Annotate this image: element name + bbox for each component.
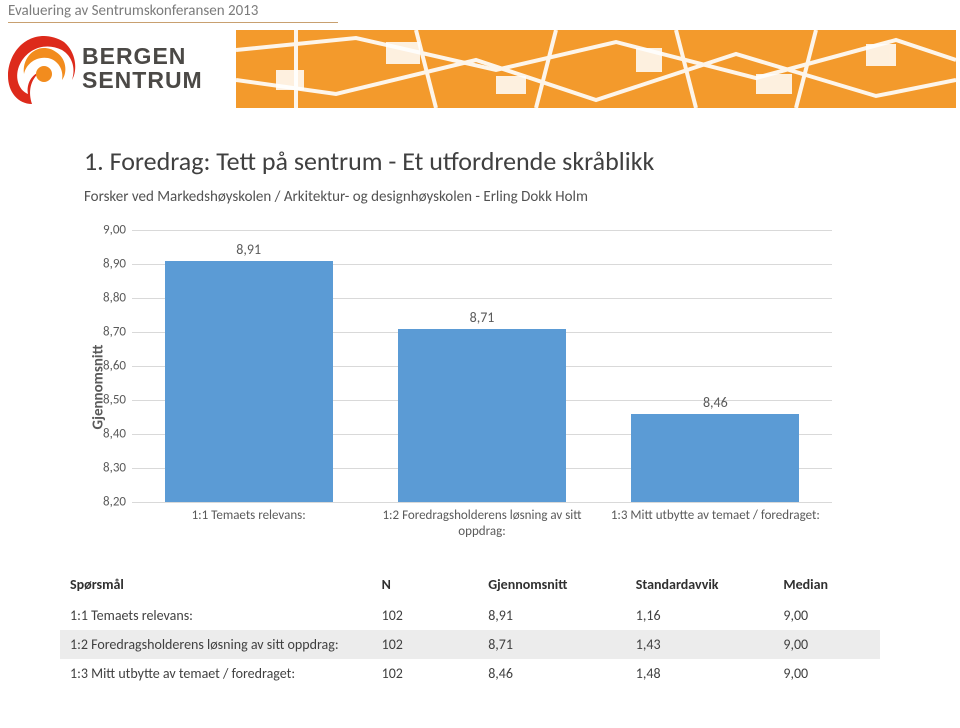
y-tick-label: 8,30	[84, 461, 126, 476]
table-cell: 8,91	[478, 601, 626, 630]
table-cell: 9,00	[773, 659, 880, 688]
bar: 8,91	[165, 261, 333, 502]
bar: 8,71	[398, 329, 566, 502]
content-subtitle: Forsker ved Markedshøyskolen / Arkitektu…	[84, 188, 588, 206]
table-row: 1:1 Temaets relevans:1028,911,169,00	[60, 601, 880, 630]
col-standardavvik: Standardavvik	[626, 570, 774, 601]
table-header-row: Spørsmål N Gjennomsnitt Standardavvik Me…	[60, 570, 880, 601]
gridline	[132, 230, 832, 231]
brand-logo: BERGEN SENTRUM	[8, 30, 228, 113]
data-table-wrap: Spørsmål N Gjennomsnitt Standardavvik Me…	[60, 570, 880, 688]
y-tick-label: 8,40	[84, 427, 126, 442]
x-labels: 1:1 Temaets relevans:1:2 Foredragsholder…	[132, 508, 832, 539]
y-tick-label: 9,00	[84, 223, 126, 238]
table-cell: 102	[372, 659, 479, 688]
header-underline	[8, 22, 338, 23]
col-sporsmal: Spørsmål	[60, 570, 372, 601]
table-cell: 102	[372, 630, 479, 659]
col-gjennomsnitt: Gjennomsnitt	[478, 570, 626, 601]
data-table: Spørsmål N Gjennomsnitt Standardavvik Me…	[60, 570, 880, 688]
report-title: Evaluering av Sentrumskonferansen 2013	[8, 2, 258, 20]
logo-text-line1: BERGEN	[82, 43, 186, 69]
map-banner	[236, 30, 956, 108]
table-cell: 102	[372, 601, 479, 630]
y-tick-label: 8,70	[84, 325, 126, 340]
table-cell: 1,16	[626, 601, 774, 630]
col-median: Median	[773, 570, 880, 601]
page-header: Evaluering av Sentrumskonferansen 2013 B…	[0, 0, 960, 120]
table-cell: 1,48	[626, 659, 774, 688]
y-tick-label: 8,20	[84, 495, 126, 510]
page: Evaluering av Sentrumskonferansen 2013 B…	[0, 0, 960, 728]
logo-text-line2: SENTRUM	[82, 67, 203, 93]
bergen-sentrum-logo: BERGEN SENTRUM	[8, 30, 228, 108]
y-tick-label: 8,90	[84, 257, 126, 272]
table-row: 1:3 Mitt utbytte av temaet / foredraget:…	[60, 659, 880, 688]
y-tick-label: 8,60	[84, 359, 126, 374]
y-axis-label: Gjennomsnitt	[89, 345, 107, 430]
plot-area: 8,91 8,71 8,46	[132, 230, 832, 503]
bar-chart: Gjennomsnitt 8,91 8,71 8,46 8,20 8,30 8,40 8,…	[84, 222, 844, 552]
table-cell: 9,00	[773, 601, 880, 630]
x-category-label: 1:2 Foredragsholderens løsning av sitt o…	[365, 508, 598, 539]
table-cell: 1:3 Mitt utbytte av temaet / foredraget:	[60, 659, 372, 688]
table-cell: 8,71	[478, 630, 626, 659]
bar-value-label: 8,91	[165, 241, 333, 258]
table-row: 1:2 Foredragsholderens løsning av sitt o…	[60, 630, 880, 659]
table-cell: 9,00	[773, 630, 880, 659]
bar-value-label: 8,46	[631, 394, 799, 411]
bar: 8,46	[631, 414, 799, 502]
table-cell: 1:2 Foredragsholderens løsning av sitt o…	[60, 630, 372, 659]
gridline	[132, 502, 832, 503]
table-cell: 8,46	[478, 659, 626, 688]
table-cell: 1,43	[626, 630, 774, 659]
bar-value-label: 8,71	[398, 309, 566, 326]
x-category-label: 1:1 Temaets relevans:	[132, 508, 365, 539]
col-n: N	[372, 570, 479, 601]
y-tick-label: 8,50	[84, 393, 126, 408]
table-cell: 1:1 Temaets relevans:	[60, 601, 372, 630]
x-category-label: 1:3 Mitt utbytte av temaet / foredraget:	[599, 508, 832, 539]
content-title: 1. Foredrag: Tett på sentrum - Et utford…	[84, 145, 654, 177]
y-tick-label: 8,80	[84, 291, 126, 306]
